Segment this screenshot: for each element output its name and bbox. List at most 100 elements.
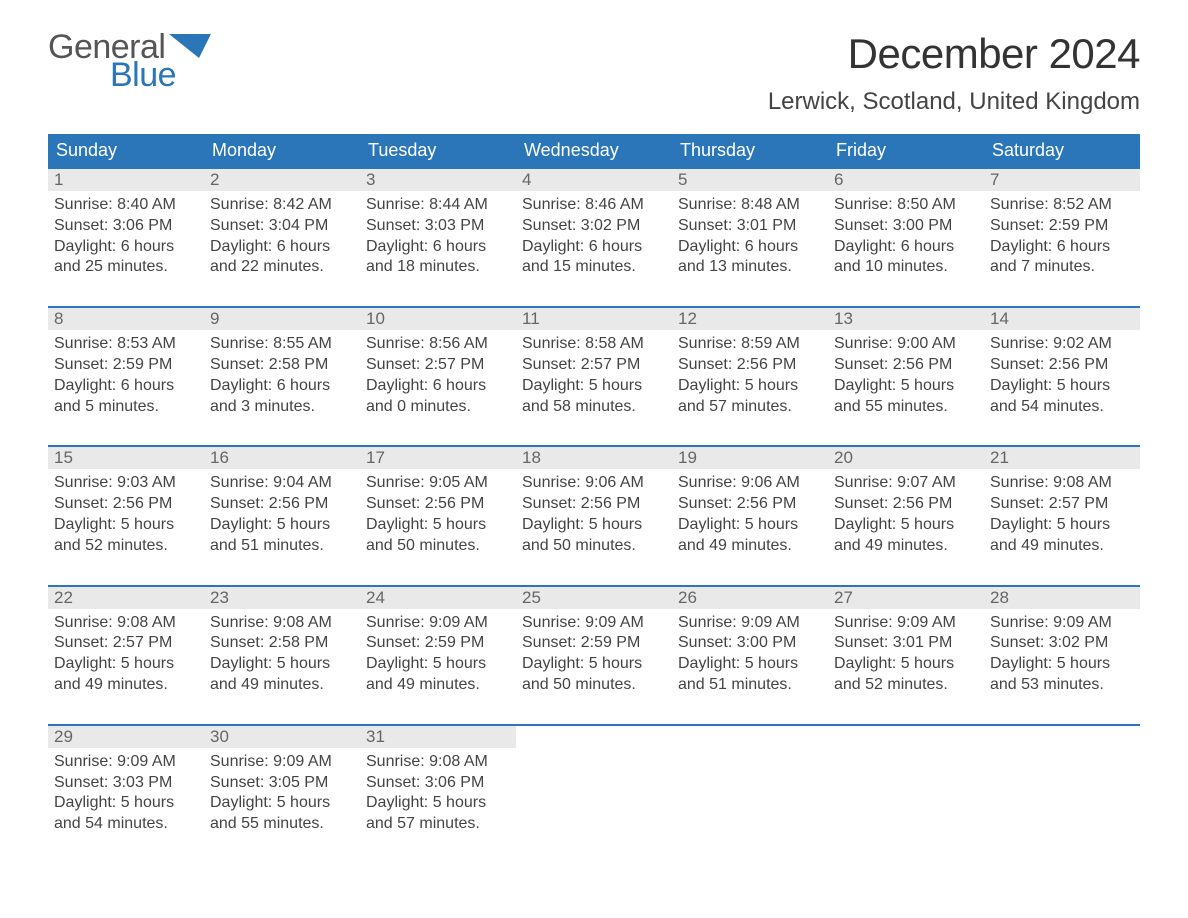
day-number: 6 [828, 169, 984, 191]
day-number: 20 [828, 447, 984, 469]
day-number: 16 [204, 447, 360, 469]
day-d2: and 51 minutes. [210, 536, 354, 557]
day-number: 30 [204, 726, 360, 748]
calendar-day: 18Sunrise: 9:06 AMSunset: 2:56 PMDayligh… [516, 446, 672, 585]
day-sunset: Sunset: 3:02 PM [522, 216, 666, 237]
day-d1: Daylight: 5 hours [678, 654, 822, 675]
calendar-day: 15Sunrise: 9:03 AMSunset: 2:56 PMDayligh… [48, 446, 204, 585]
day-sunset: Sunset: 3:00 PM [834, 216, 978, 237]
day-d2: and 54 minutes. [990, 397, 1134, 418]
day-number: 27 [828, 587, 984, 609]
day-number: 9 [204, 308, 360, 330]
day-sunrise: Sunrise: 9:09 AM [522, 613, 666, 634]
day-details: Sunrise: 8:56 AMSunset: 2:57 PMDaylight:… [360, 330, 516, 445]
day-d2: and 50 minutes. [366, 536, 510, 557]
day-number: 21 [984, 447, 1140, 469]
day-sunset: Sunset: 2:56 PM [678, 355, 822, 376]
day-d1: Daylight: 5 hours [834, 376, 978, 397]
day-d1: Daylight: 5 hours [366, 654, 510, 675]
day-d2: and 54 minutes. [54, 814, 198, 835]
calendar-day: 6Sunrise: 8:50 AMSunset: 3:00 PMDaylight… [828, 168, 984, 307]
day-sunset: Sunset: 2:56 PM [522, 494, 666, 515]
week-row: 1Sunrise: 8:40 AMSunset: 3:06 PMDaylight… [48, 168, 1140, 307]
day-details: Sunrise: 9:06 AMSunset: 2:56 PMDaylight:… [672, 469, 828, 584]
day-sunset: Sunset: 2:57 PM [990, 494, 1134, 515]
day-number: 10 [360, 308, 516, 330]
calendar-table: SundayMondayTuesdayWednesdayThursdayFrid… [48, 134, 1140, 863]
day-d2: and 49 minutes. [990, 536, 1134, 557]
page-title: December 2024 [768, 30, 1140, 78]
day-sunset: Sunset: 2:59 PM [990, 216, 1134, 237]
day-sunset: Sunset: 2:56 PM [834, 355, 978, 376]
day-d1: Daylight: 5 hours [366, 515, 510, 536]
day-details: Sunrise: 8:55 AMSunset: 2:58 PMDaylight:… [204, 330, 360, 445]
day-details: Sunrise: 8:52 AMSunset: 2:59 PMDaylight:… [984, 191, 1140, 306]
day-sunrise: Sunrise: 8:55 AM [210, 334, 354, 355]
calendar-day: 2Sunrise: 8:42 AMSunset: 3:04 PMDaylight… [204, 168, 360, 307]
day-sunset: Sunset: 3:00 PM [678, 633, 822, 654]
calendar-day: 14Sunrise: 9:02 AMSunset: 2:56 PMDayligh… [984, 307, 1140, 446]
day-sunrise: Sunrise: 8:44 AM [366, 195, 510, 216]
day-details: Sunrise: 9:07 AMSunset: 2:56 PMDaylight:… [828, 469, 984, 584]
day-number: 8 [48, 308, 204, 330]
day-sunrise: Sunrise: 9:08 AM [366, 752, 510, 773]
calendar-day: 13Sunrise: 9:00 AMSunset: 2:56 PMDayligh… [828, 307, 984, 446]
day-sunset: Sunset: 3:01 PM [834, 633, 978, 654]
day-d2: and 50 minutes. [522, 536, 666, 557]
day-number: 4 [516, 169, 672, 191]
day-sunrise: Sunrise: 9:02 AM [990, 334, 1134, 355]
day-sunrise: Sunrise: 9:09 AM [366, 613, 510, 634]
calendar-day: 4Sunrise: 8:46 AMSunset: 3:02 PMDaylight… [516, 168, 672, 307]
day-sunset: Sunset: 3:06 PM [54, 216, 198, 237]
calendar-day: 7Sunrise: 8:52 AMSunset: 2:59 PMDaylight… [984, 168, 1140, 307]
day-d2: and 52 minutes. [54, 536, 198, 557]
day-number: 14 [984, 308, 1140, 330]
calendar-day: 3Sunrise: 8:44 AMSunset: 3:03 PMDaylight… [360, 168, 516, 307]
day-sunrise: Sunrise: 9:09 AM [990, 613, 1134, 634]
week-row: 15Sunrise: 9:03 AMSunset: 2:56 PMDayligh… [48, 446, 1140, 585]
dow-header: Saturday [984, 134, 1140, 168]
day-details: Sunrise: 9:09 AMSunset: 3:03 PMDaylight:… [48, 748, 204, 863]
day-d2: and 55 minutes. [834, 397, 978, 418]
day-d1: Daylight: 6 hours [522, 237, 666, 258]
day-details: Sunrise: 9:08 AMSunset: 3:06 PMDaylight:… [360, 748, 516, 863]
calendar-day: 5Sunrise: 8:48 AMSunset: 3:01 PMDaylight… [672, 168, 828, 307]
day-details: Sunrise: 9:02 AMSunset: 2:56 PMDaylight:… [984, 330, 1140, 445]
day-sunset: Sunset: 3:02 PM [990, 633, 1134, 654]
calendar-day [828, 725, 984, 863]
day-d1: Daylight: 5 hours [990, 376, 1134, 397]
day-d2: and 57 minutes. [678, 397, 822, 418]
calendar-day: 17Sunrise: 9:05 AMSunset: 2:56 PMDayligh… [360, 446, 516, 585]
day-number: 22 [48, 587, 204, 609]
day-d2: and 57 minutes. [366, 814, 510, 835]
day-d1: Daylight: 5 hours [522, 376, 666, 397]
day-sunrise: Sunrise: 9:08 AM [210, 613, 354, 634]
day-number: 7 [984, 169, 1140, 191]
calendar-day: 21Sunrise: 9:08 AMSunset: 2:57 PMDayligh… [984, 446, 1140, 585]
day-d1: Daylight: 5 hours [210, 654, 354, 675]
day-number: 28 [984, 587, 1140, 609]
day-d1: Daylight: 6 hours [54, 376, 198, 397]
calendar-day: 25Sunrise: 9:09 AMSunset: 2:59 PMDayligh… [516, 586, 672, 725]
day-d2: and 3 minutes. [210, 397, 354, 418]
day-d2: and 5 minutes. [54, 397, 198, 418]
day-sunset: Sunset: 2:56 PM [678, 494, 822, 515]
calendar-day: 28Sunrise: 9:09 AMSunset: 3:02 PMDayligh… [984, 586, 1140, 725]
day-details: Sunrise: 9:00 AMSunset: 2:56 PMDaylight:… [828, 330, 984, 445]
day-sunrise: Sunrise: 8:40 AM [54, 195, 198, 216]
day-details: Sunrise: 9:09 AMSunset: 3:00 PMDaylight:… [672, 609, 828, 724]
day-d2: and 52 minutes. [834, 675, 978, 696]
day-d2: and 13 minutes. [678, 257, 822, 278]
day-d2: and 49 minutes. [678, 536, 822, 557]
day-d2: and 50 minutes. [522, 675, 666, 696]
day-d1: Daylight: 5 hours [678, 515, 822, 536]
day-d2: and 25 minutes. [54, 257, 198, 278]
day-d1: Daylight: 5 hours [54, 654, 198, 675]
day-sunset: Sunset: 2:57 PM [522, 355, 666, 376]
day-sunrise: Sunrise: 9:08 AM [54, 613, 198, 634]
calendar-day: 16Sunrise: 9:04 AMSunset: 2:56 PMDayligh… [204, 446, 360, 585]
day-details: Sunrise: 8:58 AMSunset: 2:57 PMDaylight:… [516, 330, 672, 445]
day-d1: Daylight: 5 hours [834, 515, 978, 536]
day-d1: Daylight: 5 hours [522, 654, 666, 675]
day-d2: and 49 minutes. [834, 536, 978, 557]
